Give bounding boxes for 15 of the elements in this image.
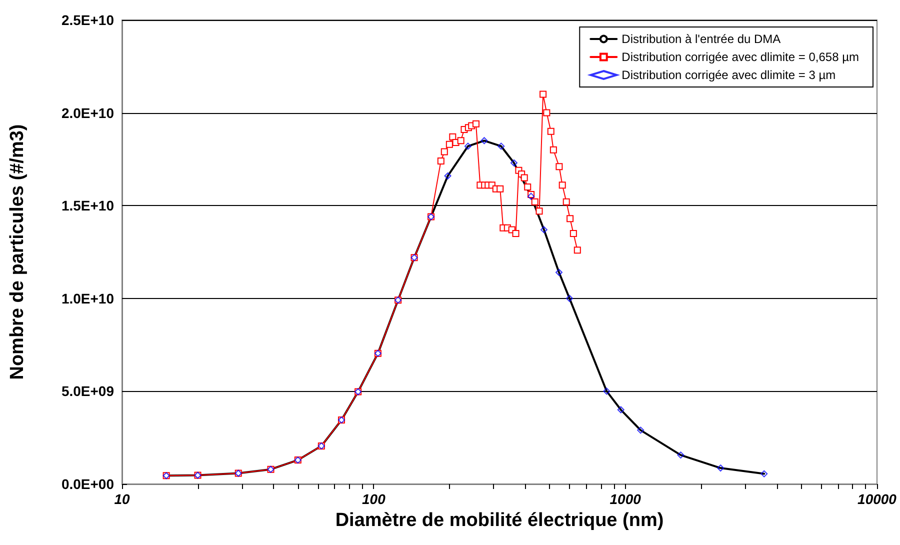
x-tick-label: 10000: [858, 491, 897, 507]
y-tick-label: 2.5E+10: [61, 12, 114, 28]
y-tick-label: 5.0E+09: [61, 383, 114, 400]
legend-label: Distribution corrigée avec dlimite = 3 µm: [622, 68, 836, 82]
y-tick-label: 0.0E+00: [61, 476, 114, 492]
y-tick-label: 2.0E+10: [61, 104, 114, 121]
x-tick-label: 10: [114, 491, 130, 507]
y-tick-label: 1.0E+10: [61, 290, 114, 306]
x-axis-title: Diamètre de mobilité électrique (nm): [335, 510, 664, 531]
legend-label: Distribution à l'entrée du DMA: [622, 32, 781, 46]
y-tick-label: 1.5E+10: [61, 198, 114, 214]
x-tick-label: 100: [362, 491, 386, 507]
y-axis-title: Nombre de particules (#/m3): [7, 124, 28, 380]
x-tick-label: 1000: [610, 491, 642, 507]
legend-label: Distribution corrigée avec dlimite = 0,658 µm: [622, 50, 860, 64]
